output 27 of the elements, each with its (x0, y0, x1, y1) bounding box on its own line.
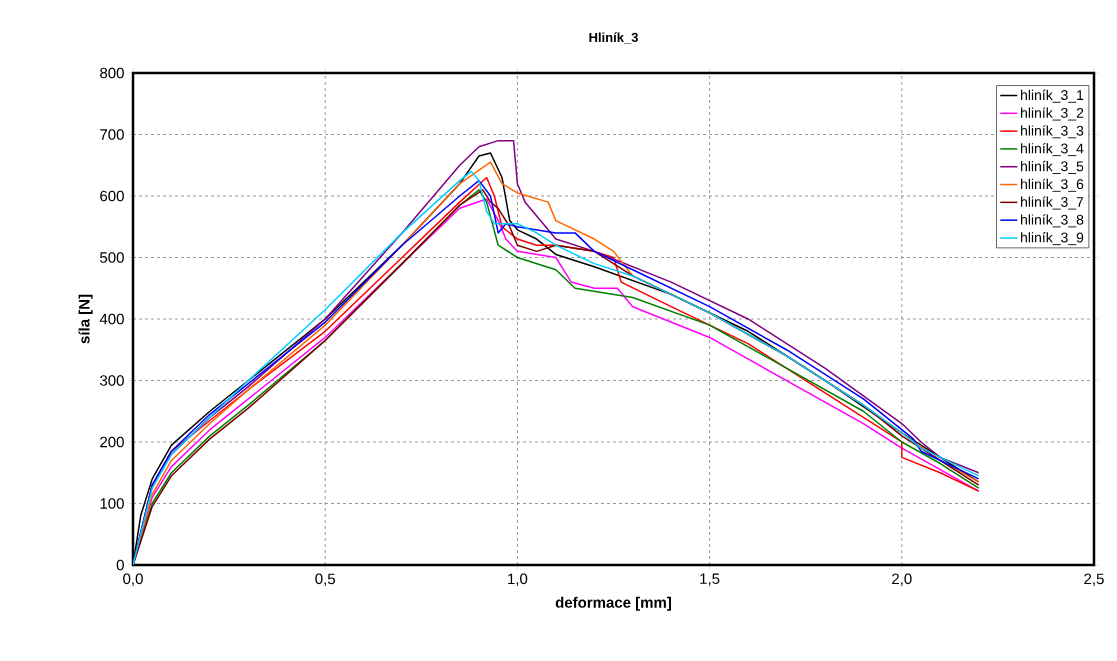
legend-label: hliník_3_6 (1021, 178, 1084, 192)
y-tick-label: 400 (99, 313, 124, 325)
legend-label: hliník_3_7 (1021, 196, 1084, 210)
x-axis-title: deformace [mm] (555, 596, 671, 611)
legend-label: hliník_3_1 (1021, 89, 1084, 103)
legend-label: hliník_3_9 (1021, 232, 1084, 246)
y-tick-label: 0 (116, 559, 124, 571)
y-tick-label: 100 (100, 498, 124, 509)
legend-label: hliník_3_4 (1021, 143, 1084, 157)
y-tick-label: 200 (100, 436, 124, 448)
x-tick-label: 1,0 (508, 573, 528, 586)
legend-label: hliník_3_3 (1021, 125, 1084, 139)
y-tick-label: 700 (100, 129, 124, 140)
x-tick-label: 1,5 (700, 573, 720, 586)
x-tick-label: 2,0 (892, 573, 912, 586)
legend-label: hliník_3_8 (1021, 214, 1084, 228)
y-tick-label: 500 (100, 252, 124, 263)
x-tick-label: 0,5 (315, 573, 336, 586)
legend-label: hliník_3_5 (1021, 160, 1084, 174)
legend-label: hliník_3_2 (1021, 107, 1084, 121)
x-tick-label: 0,0 (123, 573, 143, 586)
y-tick-label: 600 (100, 190, 124, 202)
y-axis-title: síla [N] (78, 294, 93, 344)
chart-title: Hliník_3 (589, 32, 638, 44)
y-tick-label: 800 (100, 67, 124, 79)
y-tick-label: 300 (100, 375, 124, 386)
x-tick-label: 2,5 (1084, 573, 1104, 586)
